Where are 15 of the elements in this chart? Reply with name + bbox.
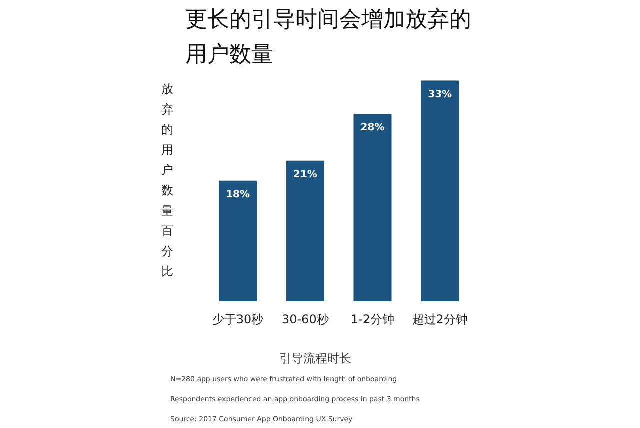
- x-tick-label: 30-60秒: [282, 312, 329, 326]
- data-label: 33%: [428, 89, 452, 100]
- bar: [286, 160, 324, 302]
- x-tick-label: 少于30秒: [212, 312, 264, 326]
- chart-title: 更长的引导时间会增加放弃的用户数量: [186, 8, 472, 68]
- text: 放弃的用户数量百分比: [161, 82, 174, 279]
- bar: [354, 114, 392, 302]
- x-tick-label: 超过2分钟: [412, 312, 468, 326]
- data-label: 18%: [226, 189, 250, 200]
- bar: [421, 80, 460, 302]
- data-label: 21%: [293, 169, 318, 180]
- data-label: 28%: [360, 122, 385, 134]
- x-tick-label: 1-2分钟: [350, 312, 395, 326]
- x-axis-title: 引导流程时长: [280, 352, 352, 366]
- bar: [219, 180, 258, 302]
